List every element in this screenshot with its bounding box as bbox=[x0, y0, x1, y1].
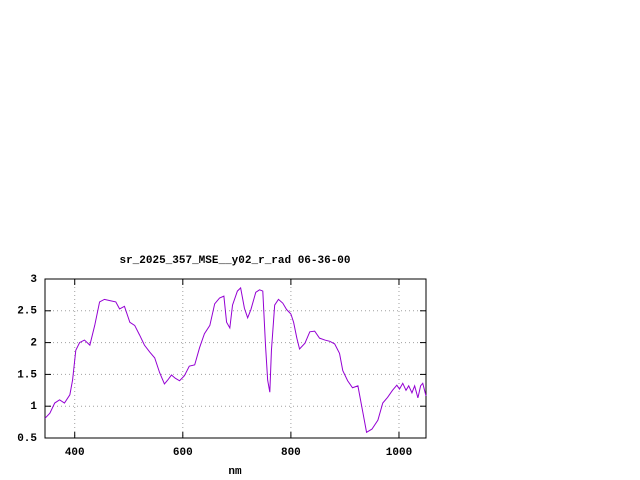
y-tick-label: 1 bbox=[30, 401, 37, 413]
y-tick-label: 2 bbox=[30, 338, 37, 350]
y-tick-label: 1.5 bbox=[17, 369, 37, 381]
y-tick-label: 2.5 bbox=[17, 306, 37, 318]
plot-frame bbox=[44, 278, 427, 439]
chart-title: sr_2025_357_MSE__y02_r_rad 06-36-00 bbox=[119, 255, 350, 267]
y-tick-label: 0.5 bbox=[17, 433, 37, 445]
y-tick-label: 3 bbox=[30, 274, 37, 286]
x-tick-label: 800 bbox=[281, 447, 301, 459]
data-line bbox=[44, 286, 427, 434]
x-tick-label: 400 bbox=[65, 447, 85, 459]
x-tick-label: 600 bbox=[173, 447, 193, 459]
x-axis-label: nm bbox=[228, 466, 242, 478]
x-tick-label: 1000 bbox=[386, 447, 412, 459]
